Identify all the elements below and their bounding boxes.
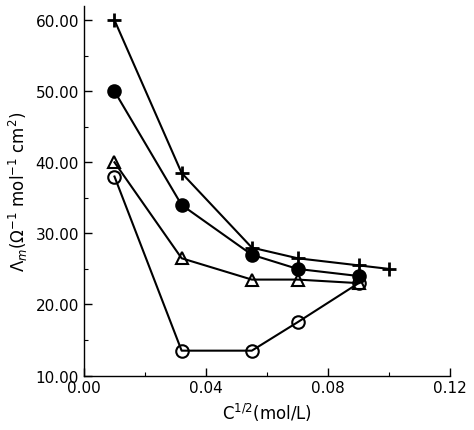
Y-axis label: Λ$_m$(Ω$^{-1}$ mol$^{-1}$ cm$^2$): Λ$_m$(Ω$^{-1}$ mol$^{-1}$ cm$^2$) xyxy=(7,111,30,271)
X-axis label: C$^{1/2}$(mol/L): C$^{1/2}$(mol/L) xyxy=(222,401,312,423)
